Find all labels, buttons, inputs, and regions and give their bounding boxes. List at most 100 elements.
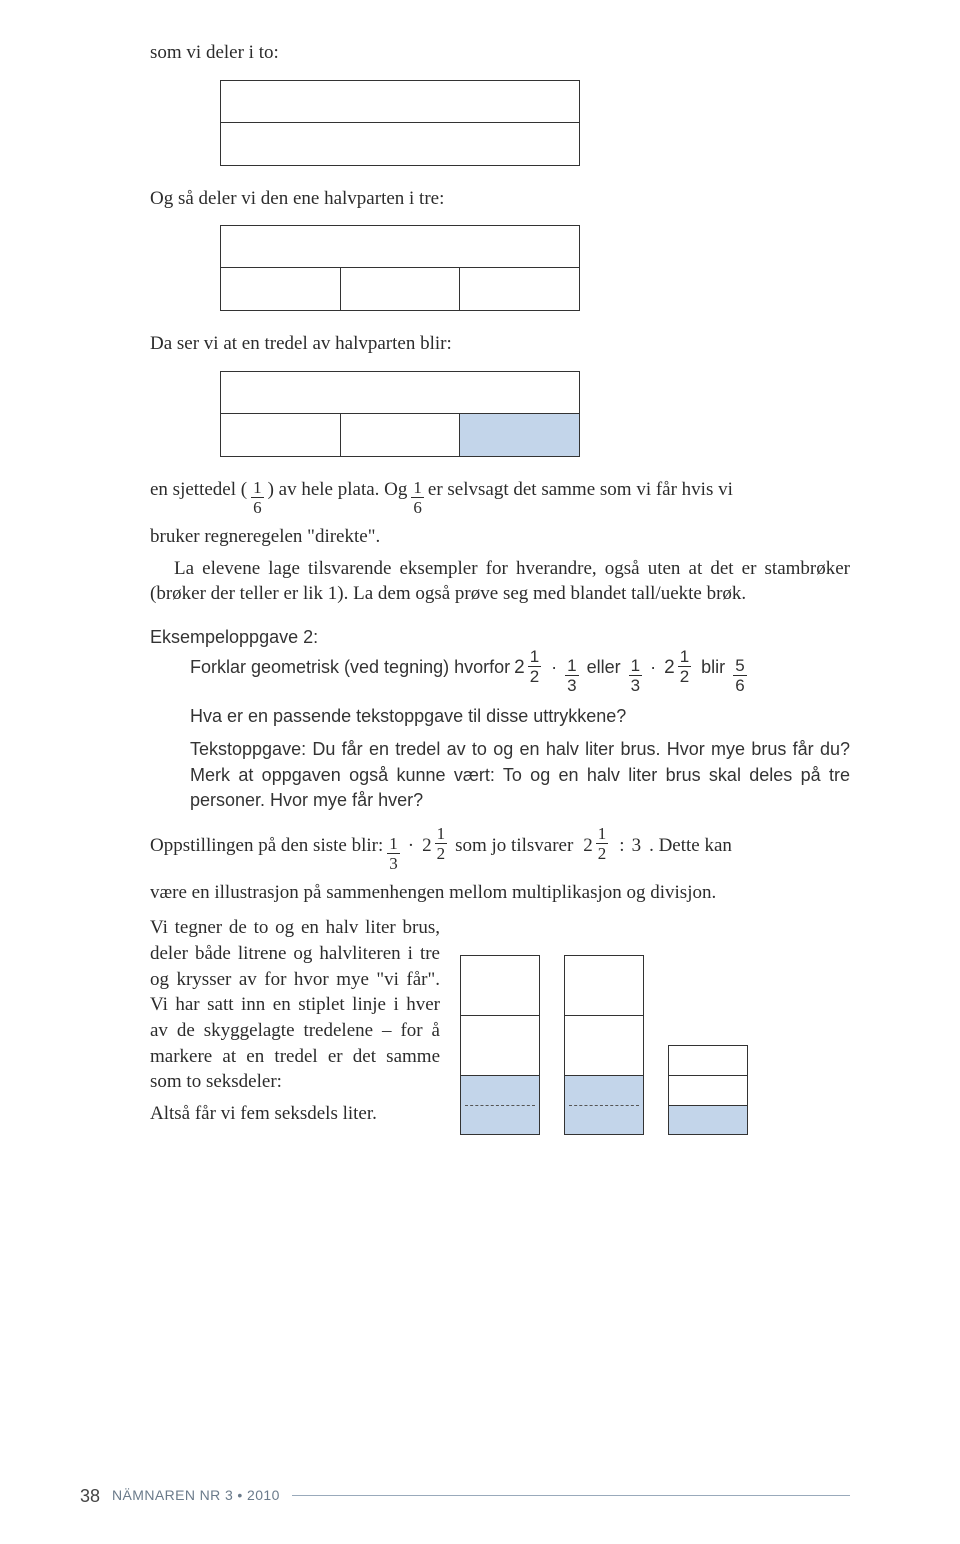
cell — [460, 268, 579, 310]
intro-line-3: Da ser vi at en tredel av halvparten bli… — [150, 331, 850, 357]
text: Oppstillingen på den siste blir: — [150, 833, 383, 859]
fraction-third: 1 3 — [629, 657, 642, 694]
text: eller — [583, 655, 625, 680]
cell — [221, 81, 579, 122]
after-para-2: være en illustrasjon på sammenhengen mel… — [150, 880, 850, 906]
table-row — [221, 81, 579, 123]
text: en sjettedel ( — [150, 477, 247, 503]
denominator: 3 — [629, 675, 642, 694]
colon: : — [614, 833, 629, 859]
example-sub-1: Hva er en passende tekstoppgave til diss… — [150, 704, 850, 729]
bottom-para-1: Vi tegner de to og en halv liter brus, d… — [150, 915, 440, 1094]
text: er selvsagt det samme som vi får hvis vi — [428, 477, 733, 503]
main-para-1: en sjettedel ( 1 6 ) av hele plata. Og 1… — [150, 477, 850, 518]
liter-segment — [565, 1016, 643, 1076]
footer-rule — [292, 1495, 850, 1496]
fraction-third: 1 3 — [387, 835, 400, 872]
fraction-one-sixth: 1 6 — [251, 479, 264, 516]
fraction-half: 1 2 — [596, 825, 609, 862]
denominator: 6 — [411, 497, 424, 516]
diagram-split-two — [220, 80, 580, 166]
denominator: 2 — [596, 843, 609, 862]
fraction-half: 1 2 — [435, 825, 448, 862]
text: Forklar geometrisk (ved tegning) hvorfor — [190, 655, 510, 680]
mixed-two-half: 2 1 2 — [583, 827, 610, 864]
main-para-2: bruker regneregelen "direkte". — [150, 524, 850, 550]
liter-box-half — [668, 1045, 748, 1135]
table-row — [221, 372, 579, 414]
fraction-half: 1 2 — [528, 648, 541, 685]
whole: 2 — [583, 833, 593, 859]
cell — [221, 414, 341, 456]
example-title: Eksempeloppgave 2: — [150, 625, 850, 650]
diagram-split-half-three — [220, 225, 580, 311]
example-body: Forklar geometrisk (ved tegning) hvorfor… — [150, 650, 850, 696]
denominator: 6 — [733, 675, 746, 694]
denominator: 3 — [565, 675, 578, 694]
numerator: 1 — [387, 835, 400, 853]
three: 3 — [632, 833, 642, 859]
dot: · — [646, 655, 660, 680]
liter-segment — [669, 1046, 747, 1076]
table-row — [221, 123, 579, 165]
numerator: 1 — [629, 657, 642, 675]
fraction-third: 1 3 — [565, 657, 578, 694]
bottom-region: Vi tegner de to og en halv liter brus, d… — [150, 915, 850, 1135]
diagram-one-sixth — [220, 371, 580, 457]
liter-box-2 — [564, 955, 644, 1135]
liter-segment — [461, 1016, 539, 1076]
table-row — [221, 226, 579, 268]
numerator: 1 — [565, 657, 578, 675]
whole: 2 — [514, 655, 525, 682]
denominator: 2 — [528, 666, 541, 685]
denominator: 6 — [251, 497, 264, 516]
dot: · — [547, 655, 561, 680]
liter-segment — [669, 1076, 747, 1106]
text: som jo tilsvarer — [453, 833, 575, 859]
cell — [341, 268, 461, 310]
text: ) av hele plata. Og — [268, 477, 408, 503]
mixed-two-half: 2 1 2 — [514, 650, 543, 687]
liter-segment-shaded — [669, 1106, 747, 1135]
issue-label: NÄMNAREN NR 3 • 2010 — [112, 1486, 280, 1505]
denominator: 2 — [678, 666, 691, 685]
numerator: 1 — [251, 479, 264, 497]
numerator: 1 — [435, 825, 448, 843]
cell — [341, 414, 461, 456]
bottom-para-2: Altså får vi fem seksdels liter. — [150, 1101, 440, 1127]
example-sub-2: Tekstoppgave: Du får en tredel av to og … — [150, 737, 850, 813]
liter-box-1 — [460, 955, 540, 1135]
cell-shaded — [460, 414, 579, 456]
cell — [221, 372, 579, 413]
main-para-3: La elevene lage tilsvarende eksempler fo… — [150, 556, 850, 607]
liter-segment — [461, 956, 539, 1016]
whole: 2 — [422, 833, 432, 859]
page-number: 38 — [80, 1484, 100, 1508]
fraction-five-sixth: 5 6 — [733, 657, 746, 694]
dot: · — [404, 833, 418, 859]
example-block: Eksempeloppgave 2: Forklar geometrisk (v… — [150, 625, 850, 813]
text: blir — [697, 655, 729, 680]
numerator: 1 — [411, 479, 424, 497]
cell — [221, 268, 341, 310]
fraction-half: 1 2 — [678, 648, 691, 685]
table-row — [221, 268, 579, 310]
intro-line-1: som vi deler i to: — [150, 40, 850, 66]
bottom-text-col: Vi tegner de to og en halv liter brus, d… — [150, 915, 440, 1135]
liter-diagrams — [460, 915, 850, 1135]
page-footer: 38 NÄMNAREN NR 3 • 2010 — [80, 1484, 850, 1508]
text: . Dette kan — [643, 833, 732, 859]
whole: 2 — [664, 655, 675, 682]
liter-segment-shaded — [461, 1076, 539, 1135]
liter-segment-shaded — [565, 1076, 643, 1135]
mixed-two-half: 2 1 2 — [422, 827, 449, 864]
numerator: 1 — [596, 825, 609, 843]
denominator: 3 — [387, 853, 400, 872]
numerator: 1 — [528, 648, 541, 666]
mixed-two-half: 2 1 2 — [664, 650, 693, 687]
denominator: 2 — [435, 843, 448, 862]
liter-segment — [565, 956, 643, 1016]
numerator: 5 — [733, 657, 746, 675]
cell — [221, 123, 579, 165]
after-para-1: Oppstillingen på den siste blir: 1 3 · 2… — [150, 827, 850, 874]
